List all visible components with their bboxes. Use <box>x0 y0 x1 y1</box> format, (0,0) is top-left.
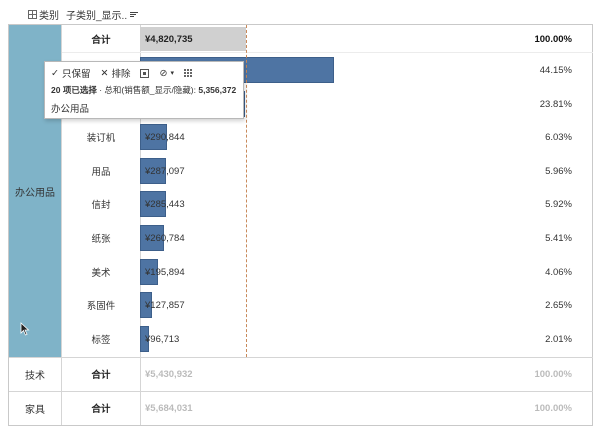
percent-of-total-label: 4.06% <box>545 266 572 278</box>
chevron-down-icon: ▾ <box>170 70 174 77</box>
sales-bar[interactable] <box>140 191 166 217</box>
sales-value-label: ¥96,713 <box>145 333 180 345</box>
sales-value-label: ¥260,784 <box>145 232 185 244</box>
selection-sum: 5,356,372 <box>198 85 237 95</box>
close-icon: ✕ <box>100 67 109 79</box>
total-value-tech: ¥5,430,932 <box>145 368 193 380</box>
mouse-cursor-icon <box>20 322 30 336</box>
sales-value-label: ¥287,097 <box>145 165 185 177</box>
divider <box>62 52 593 53</box>
percent-of-total-label: 23.81% <box>539 98 572 110</box>
total-pct-office: 100.00% <box>534 33 572 45</box>
subtotal-label-furniture: 合计 <box>91 404 111 415</box>
sales-value-label: ¥195,894 <box>145 266 185 278</box>
link-menu-button[interactable]: ⊘ ▾ <box>159 68 173 79</box>
group-icon[interactable] <box>140 68 150 78</box>
view-frame <box>8 24 593 426</box>
subcategory-label[interactable]: 装订机 <box>86 133 116 144</box>
sales-bar[interactable] <box>140 326 149 352</box>
subcategory-label[interactable]: 美术 <box>91 268 111 279</box>
sales-value-label: ¥127,857 <box>145 299 185 311</box>
sales-bar[interactable] <box>140 259 158 285</box>
selection-measure: · 总和(销售额_显示/隐藏): <box>96 85 199 95</box>
percent-of-total-label: 2.65% <box>545 299 572 311</box>
reference-line[interactable] <box>246 25 247 357</box>
sales-value-label: ¥290,844 <box>145 131 185 143</box>
category-cell-tech[interactable]: 技术 <box>9 358 61 391</box>
paperclip-icon: ⊘ <box>159 67 168 79</box>
sort-desc-icon[interactable] <box>130 11 139 17</box>
category-label-furniture: 家具 <box>25 405 45 416</box>
divider <box>9 391 593 392</box>
percent-of-total-label: 44.15% <box>539 64 572 76</box>
keep-only-button[interactable]: ✓ 只保留 <box>51 66 91 81</box>
category-cell-furniture[interactable]: 家具 <box>9 392 61 425</box>
percent-of-total-label: 5.92% <box>545 198 572 210</box>
subtotal-label-tech: 合计 <box>91 370 111 381</box>
check-icon: ✓ <box>51 67 59 79</box>
view-data-icon[interactable] <box>183 69 192 77</box>
category-header[interactable]: 类别 <box>28 4 59 24</box>
exclude-button[interactable]: ✕ 排除 <box>100 66 131 81</box>
category-label-office: 办公用品 <box>15 187 55 199</box>
subcategory-label[interactable]: 用品 <box>91 167 111 178</box>
percent-of-total-label: 5.41% <box>545 232 572 244</box>
sales-bar[interactable] <box>140 124 167 150</box>
subcategory-label[interactable]: 信封 <box>91 200 111 211</box>
category-label-tech: 技术 <box>25 371 45 382</box>
selection-name: 办公用品 <box>51 104 90 115</box>
subtotal-label-office: 合计 <box>91 35 111 46</box>
table-icon <box>28 9 37 19</box>
sales-bar[interactable] <box>140 158 166 184</box>
selection-tooltip: ✓ 只保留 ✕ 排除 ⊘ ▾ 20 项已选择 · 总和(销售额_显示/隐藏): … <box>44 61 244 119</box>
sales-bar[interactable] <box>140 225 164 251</box>
divider <box>61 25 62 425</box>
keep-only-label: 只保留 <box>61 69 91 80</box>
subcategory-header-label: 子类别_显示.. <box>66 10 128 22</box>
selection-count: 20 项已选择 <box>51 85 97 95</box>
total-pct-furniture: 100.00% <box>534 402 572 414</box>
subcategory-header[interactable]: 子类别_显示.. <box>66 4 139 24</box>
subcategory-label[interactable]: 纸张 <box>91 234 111 245</box>
percent-of-total-label: 2.01% <box>545 333 572 345</box>
total-pct-tech: 100.00% <box>534 368 572 380</box>
percent-of-total-label: 5.96% <box>545 165 572 177</box>
subcategory-label[interactable]: 标签 <box>91 335 111 346</box>
selection-summary: 20 项已选择 · 总和(销售额_显示/隐藏): 5,356,372 <box>51 84 237 96</box>
total-value-furniture: ¥5,684,031 <box>145 402 193 414</box>
total-bar-office[interactable] <box>140 27 246 51</box>
percent-of-total-label: 6.03% <box>545 131 572 143</box>
total-value-office: ¥4,820,735 <box>145 33 193 45</box>
sales-value-label: ¥285,443 <box>145 198 185 210</box>
exclude-label: 排除 <box>111 69 131 80</box>
sales-bar[interactable] <box>140 292 152 318</box>
category-header-label: 类别 <box>39 10 59 22</box>
divider <box>9 357 593 358</box>
subcategory-label[interactable]: 系固件 <box>86 301 116 312</box>
